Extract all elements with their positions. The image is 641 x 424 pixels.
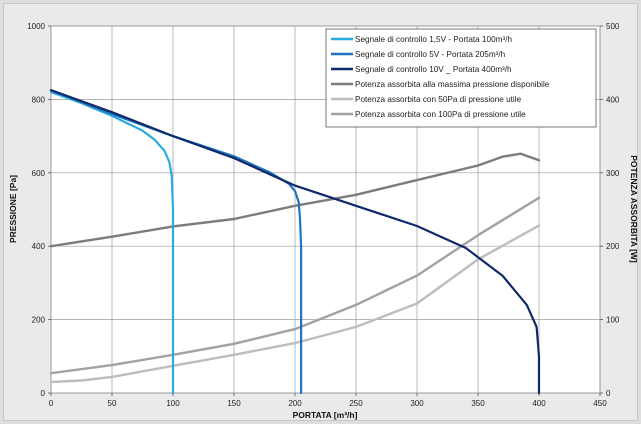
series-line-6 — [49, 196, 541, 375]
y2-tick-label: 100 — [606, 316, 620, 325]
x-tick-labels: 0 50 100 150 200 250 300 350 400 450 — [49, 393, 607, 408]
x-tick-label: 300 — [410, 399, 424, 408]
y2-tick-labels: 0 100 200 300 400 500 — [600, 22, 620, 398]
pressure-flow-chart: 0 50 100 150 200 250 300 350 400 450 0 200 400 600 80… — [8, 22, 637, 420]
series-line-1 — [49, 90, 175, 395]
y-tick-label: 1000 — [27, 22, 45, 31]
x-tick-label: 50 — [108, 399, 117, 408]
y-tick-label: 0 — [41, 389, 46, 398]
y2-tick-label: 0 — [606, 389, 611, 398]
y-tick-label: 800 — [32, 95, 46, 104]
y2-tick-label: 400 — [606, 95, 620, 104]
legend-label-3: Segnale di controllo 10V _ Portata 400m³… — [355, 65, 512, 74]
y-tick-label: 200 — [32, 316, 46, 325]
x-tick-label: 100 — [166, 399, 180, 408]
series-lines — [49, 89, 541, 395]
x-tick-label: 400 — [532, 399, 546, 408]
x-tick-label: 200 — [288, 399, 302, 408]
series-line-3 — [49, 89, 541, 395]
y2-tick-label: 300 — [606, 169, 620, 178]
legend-label-1: Segnale di controllo 1,5V - Portata 100m… — [355, 35, 512, 44]
legend-items: Segnale di controllo 1,5V - Portata 100m… — [331, 35, 550, 119]
y-axis-title: PRESSIONE [Pa] — [8, 175, 18, 243]
series-line-5 — [49, 224, 541, 384]
legend-box — [325, 28, 597, 128]
x-tick-label: 250 — [349, 399, 363, 408]
x-tick-label: 0 — [49, 399, 54, 408]
y-tick-label: 600 — [32, 169, 46, 178]
grid-lines — [51, 26, 600, 393]
legend-label-2: Segnale di controllo 5V - Portata 205m³/… — [355, 50, 506, 59]
legend-label-4: Potenza assorbita alla massima pressione… — [355, 80, 550, 89]
y2-tick-label: 500 — [606, 22, 620, 31]
series-line-4 — [49, 152, 541, 248]
y2-axis-title: POTENZA ASSORBITA [W] — [629, 155, 637, 263]
x-tick-label: 150 — [227, 399, 241, 408]
legend-label-6: Potenza assorbita con 100Pa di pressione… — [355, 110, 526, 119]
y-tick-label: 400 — [32, 242, 46, 251]
x-tick-label: 450 — [593, 399, 607, 408]
legend-label-5: Potenza assorbita con 50Pa di pressione … — [355, 95, 522, 104]
y2-tick-label: 200 — [606, 242, 620, 251]
legend: Segnale di controllo 1,5V - Portata 100m… — [325, 28, 597, 128]
x-axis-title: PORTATA [m³/h] — [293, 410, 358, 420]
x-tick-label: 350 — [471, 399, 485, 408]
y-tick-labels: 0 200 400 600 800 1000 — [27, 22, 51, 398]
chart-container: 0 50 100 150 200 250 300 350 400 450 0 200 400 600 80… — [3, 3, 638, 421]
